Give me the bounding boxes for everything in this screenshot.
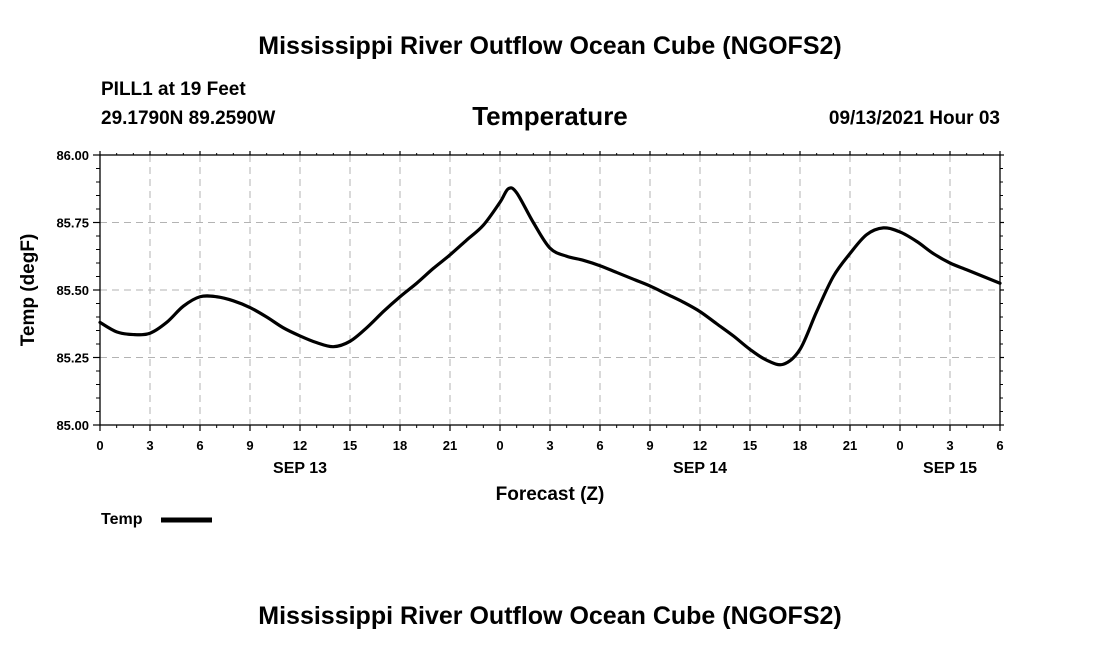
x-tick-label: 15 xyxy=(743,438,757,453)
x-tick-label: 0 xyxy=(496,438,503,453)
y-tick-labels: 85.00 85.25 85.50 85.75 86.00 xyxy=(56,148,89,433)
x-tick-label: 12 xyxy=(693,438,707,453)
y-tick-label: 85.75 xyxy=(56,216,89,231)
datetime-label: 09/13/2021 Hour 03 xyxy=(829,108,1000,129)
x-tick-label: 18 xyxy=(793,438,807,453)
bottom-title: Mississippi River Outflow Ocean Cube (NG… xyxy=(258,602,841,630)
y-tick-label: 86.00 xyxy=(56,148,89,163)
day-label: SEP 15 xyxy=(923,460,977,477)
x-tick-label: 6 xyxy=(996,438,1003,453)
x-tick-label: 12 xyxy=(293,438,307,453)
x-tick-label: 21 xyxy=(843,438,857,453)
x-tick-label: 3 xyxy=(546,438,553,453)
x-tick-label: 9 xyxy=(246,438,253,453)
series-line-temp xyxy=(98,186,1002,367)
top-title: Mississippi River Outflow Ocean Cube (NG… xyxy=(258,32,841,60)
y-tick-label: 85.25 xyxy=(56,351,89,366)
x-tick-label: 21 xyxy=(443,438,457,453)
plot-frame xyxy=(99,154,1001,426)
legend-label: Temp xyxy=(101,511,143,528)
x-tick-label: 9 xyxy=(646,438,653,453)
x-tick-label: 6 xyxy=(596,438,603,453)
x-tick-label: 3 xyxy=(946,438,953,453)
series xyxy=(98,186,1002,367)
x-tick-label: 0 xyxy=(896,438,903,453)
chart-title: Temperature xyxy=(472,101,628,131)
x-tick-label: 3 xyxy=(146,438,153,453)
x-tick-label: 6 xyxy=(196,438,203,453)
coordinates-label: 29.1790N 89.2590W xyxy=(101,108,275,129)
day-label: SEP 13 xyxy=(273,460,327,477)
y-tick-label: 85.50 xyxy=(56,283,89,298)
station-label: PILL1 at 19 Feet xyxy=(101,79,246,100)
x-tick-label: 15 xyxy=(343,438,357,453)
x-tick-labels: 0 3 6 9 12 15 18 21 0 3 6 9 12 15 18 21 0 3 6 xyxy=(96,438,1003,453)
day-label: SEP 14 xyxy=(673,460,727,477)
x-tick-label: 0 xyxy=(96,438,103,453)
day-labels: SEP 13 SEP 14 SEP 15 xyxy=(273,460,977,477)
grid xyxy=(100,155,1000,425)
y-axis-label: Temp (degF) xyxy=(18,234,39,347)
axis-ticks xyxy=(93,151,1004,431)
y-tick-label: 85.00 xyxy=(56,418,89,433)
x-axis-label: Forecast (Z) xyxy=(496,484,605,505)
x-tick-label: 18 xyxy=(393,438,407,453)
